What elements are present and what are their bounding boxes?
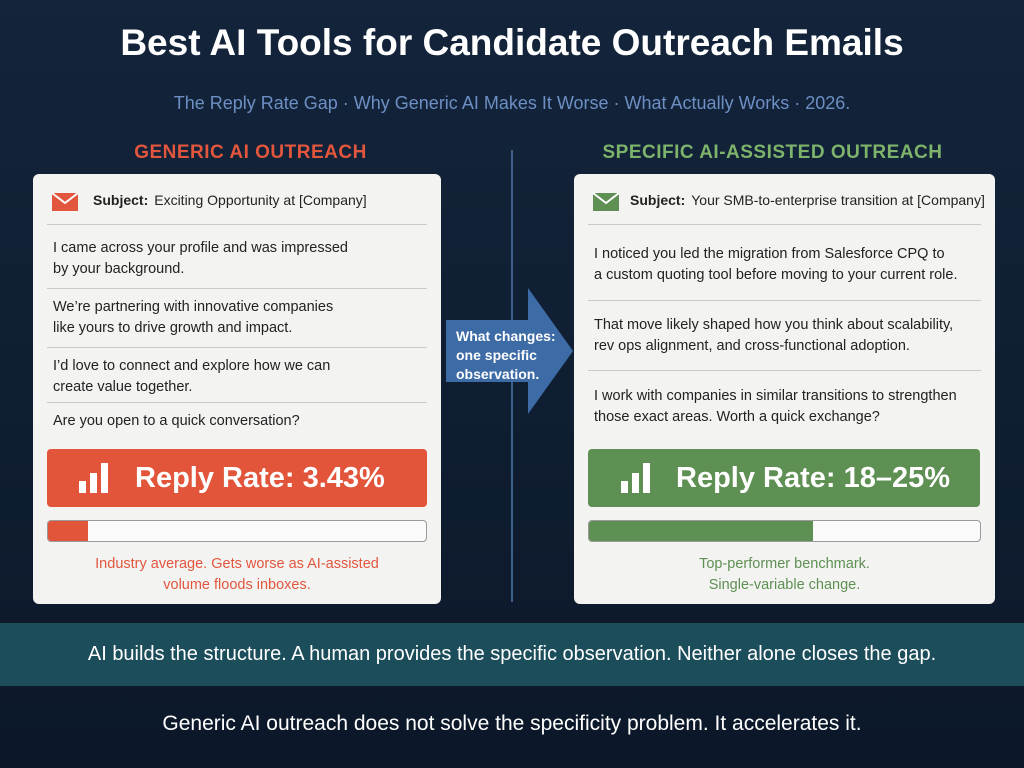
arrow-text: What changes: one specific observation. [456,327,556,384]
line: Top-performer benchmark. [699,556,870,572]
separator [588,224,981,225]
subject: Your SMB-to-enterprise transition at [Co… [691,192,985,208]
line: like yours to drive growth and impact. [53,320,293,336]
line: Industry average. Gets worse as AI-assis… [95,556,379,572]
separator [47,402,427,403]
reply-rate: Reply Rate: 3.43% [135,462,385,494]
banner: AI builds the structure. A human provide… [0,623,1024,686]
specific-card: Subject: Your SMB-to-enterprise transitio… [574,174,995,604]
progress-bar [588,520,981,542]
reply-rate-box: Reply Rate: 3.43% [47,449,427,507]
title: Best AI Tools for Candidate Outreach Ema… [120,22,904,63]
bar-icon [621,463,650,493]
left-heading: GENERIC AI OUTREACH [134,142,367,163]
mail-icon [51,192,79,211]
separator [47,224,427,225]
paragraph: I work with companies in similar transit… [594,386,957,428]
subject-label: Subject: [93,192,149,208]
separator [588,370,981,371]
line: I noticed you led the migration from Sal… [594,246,945,262]
line: What changes: [456,328,556,344]
separator [47,288,427,289]
bar-icon [79,463,108,493]
subtitle: The Reply Rate Gap · Why Generic AI Make… [173,93,851,113]
subject-line: Subject: Your SMB-to-enterprise transitio… [630,192,985,208]
line: We’re partnering with innovative compani… [53,299,334,315]
progress-bar [47,520,427,542]
paragraph: I came across your profile and was impre… [53,238,348,280]
separator [588,300,981,301]
note: Top-performer benchmark. Single-variable … [574,554,995,596]
reply-rate: Reply Rate: 18–25% [676,462,951,494]
paragraph: Are you open to a quick conversation? [53,411,300,432]
paragraph: I’d love to connect and explore how we c… [53,356,330,398]
progress-fill [48,521,88,541]
line: a custom quoting tool before moving to y… [594,267,958,283]
paragraph: I noticed you led the migration from Sal… [594,244,958,286]
footer: Generic AI outreach does not solve the s… [162,712,862,735]
line: observation. [456,366,540,382]
reply-rate-box: Reply Rate: 18–25% [588,449,980,507]
subject-line: Subject: Exciting Opportunity at [Company… [93,192,367,208]
note: Industry average. Gets worse as AI-assis… [33,554,441,596]
arrow [446,288,573,414]
generic-card: Subject: Exciting Opportunity at [Company… [33,174,441,604]
line: by your background. [53,261,185,277]
line: I work with companies in similar transit… [594,388,957,404]
separator [47,347,427,348]
paragraph: We’re partnering with innovative compani… [53,297,333,339]
paragraph: That move likely shaped how you think ab… [594,315,953,357]
progress-fill [589,521,813,541]
line: Are you open to a quick conversation? [53,413,300,429]
line: volume floods inboxes. [163,577,311,593]
line: rev ops alignment, and cross-functional … [594,338,910,354]
right-heading: SPECIFIC AI-ASSISTED OUTREACH [602,142,943,163]
mail-icon [592,192,620,211]
line: one specific [456,347,537,363]
line: create value together. [53,379,193,395]
line: those exact areas. Worth a quick exchang… [594,409,880,425]
line: Single-variable change. [708,577,861,593]
line: I’d love to connect and explore how we c… [53,358,331,374]
subject-label: Subject: [630,192,686,208]
line: That move likely shaped how you think ab… [594,317,954,333]
line: I came across your profile and was impre… [53,240,348,256]
subject: Exciting Opportunity at [Company] [154,192,367,208]
